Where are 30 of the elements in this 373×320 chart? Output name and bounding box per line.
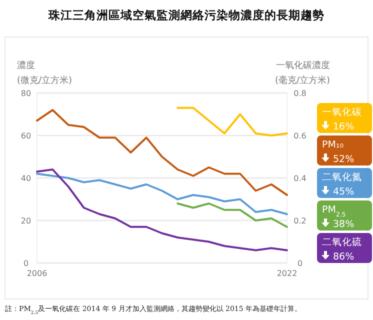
x-tick-label: 2022 <box>276 269 298 278</box>
text: 二氧化氮 <box>322 171 362 183</box>
y-tick-label: 40 <box>20 174 32 183</box>
line-series <box>176 202 288 228</box>
text: PM$_{2.5}$ <box>322 204 346 218</box>
y-tick-label: 60 <box>20 132 32 140</box>
text: 45% <box>333 186 354 198</box>
text: 52% <box>333 154 354 165</box>
y2-tick-label: 0.8 <box>294 89 306 98</box>
y-axis-title: 濃度 (微克/立方米) <box>17 60 72 86</box>
y2-tick-label: 0.6 <box>294 132 306 140</box>
text: PM₁₀ <box>322 140 344 150</box>
y-tick-label: 20 <box>20 216 32 226</box>
x-tick-label: 2006 <box>26 269 48 278</box>
text: 86% <box>333 252 354 262</box>
text: 16% <box>333 122 354 132</box>
chart-title: 珠江三角洲區域空氣監測網絡污染物濃度的長期趨勢 <box>48 8 324 22</box>
y2-tick-label: 0.4 <box>294 174 306 183</box>
y2-axis-title: 一氧化碳濃度 (毫克/立方米) <box>274 60 330 86</box>
y-tick-label: 80 <box>20 89 32 98</box>
line-series <box>36 168 288 252</box>
line-series <box>176 106 288 136</box>
line-series <box>36 109 288 196</box>
text: 二氧化硫 <box>322 236 362 248</box>
text: 38% <box>333 219 354 230</box>
line-series <box>36 172 288 216</box>
text: 一氧化碳 <box>322 106 362 118</box>
y2-tick-label: 0 <box>297 259 303 268</box>
y-tick-label: 0 <box>23 259 29 268</box>
y2-tick-label: 0.2 <box>294 216 306 226</box>
